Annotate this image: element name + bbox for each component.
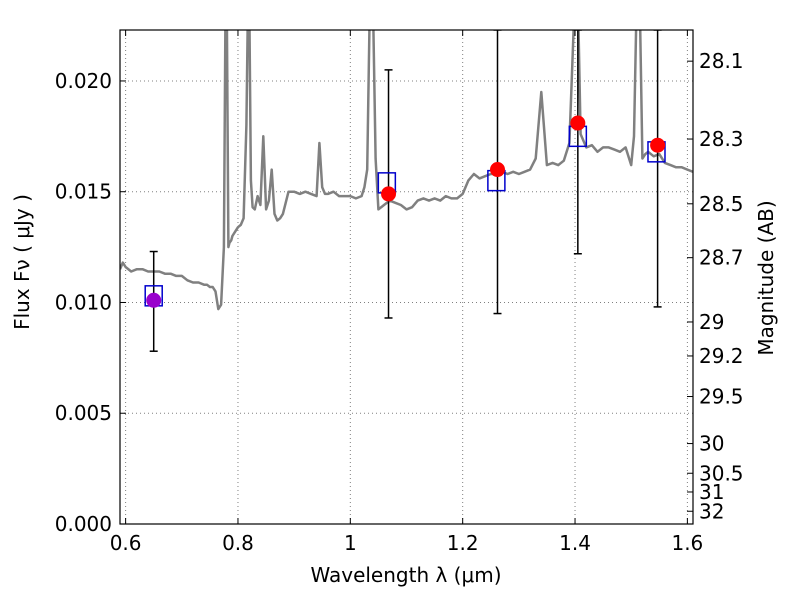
y2-tick-label: 29 [699, 310, 724, 334]
y2-tick-label: 28.1 [699, 49, 744, 73]
grid [120, 30, 693, 525]
observed-point [650, 137, 666, 153]
x-tick-label: 1 [344, 531, 357, 555]
observed-point [570, 115, 586, 131]
y2-tick-label: 29.5 [699, 385, 744, 409]
y2-tick-label: 32 [699, 499, 724, 523]
y2-tick-label: 31 [699, 480, 724, 504]
y-tick-label: 0.015 [55, 180, 112, 204]
ticks: 0.6 0.8 1 1.2 1.4 1.6 0.000 0.005 0.010 0.015 0.02… [55, 30, 744, 555]
axes-frame [119, 29, 694, 525]
y-tick-label: 0.005 [55, 401, 112, 425]
y2-tick-label: 30.5 [699, 461, 744, 485]
x-tick-label: 0.6 [110, 531, 142, 555]
x-tick-label: 1.4 [559, 531, 591, 555]
y2-tick-label: 29.2 [699, 344, 744, 368]
y2-tick-label: 30 [699, 432, 724, 456]
plot-area [120, 30, 693, 352]
x-tick-label: 1.2 [447, 531, 479, 555]
y2-tick-label: 28.7 [699, 246, 744, 270]
x-axis-title: Wavelength λ (μm) [310, 563, 501, 587]
y-tick-label: 0.020 [55, 69, 112, 93]
x-tick-label: 0.8 [222, 531, 254, 555]
y-tick-label: 0.000 [55, 512, 112, 536]
observed-point [146, 292, 162, 308]
y-axis-title: Flux Fν ( μJy ) [10, 194, 34, 330]
observed-point [381, 186, 397, 202]
x-tick-label: 1.6 [671, 531, 703, 555]
y2-tick-label: 28.5 [699, 192, 744, 216]
spectrum-line [120, 30, 693, 311]
y-tick-label: 0.010 [55, 290, 112, 314]
observed-point [490, 162, 506, 178]
y2-axis-title: Magnitude (AB) [754, 200, 778, 355]
y2-tick-label: 28.3 [699, 127, 744, 151]
